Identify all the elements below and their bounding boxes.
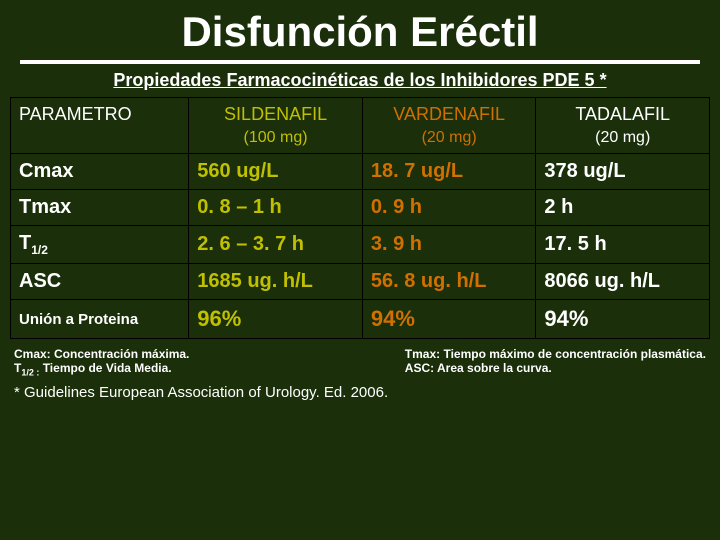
table-header-row: PARAMETRO SILDENAFIL (100 mg) VARDENAFIL… bbox=[11, 98, 710, 154]
header-param: PARAMETRO bbox=[11, 98, 189, 154]
cell: 18. 7 ug/L bbox=[362, 154, 536, 190]
cell: 8066 ug. h/L bbox=[536, 264, 710, 300]
row-label: Tmax bbox=[11, 190, 189, 226]
table-row: Cmax 560 ug/L 18. 7 ug/L 378 ug/L bbox=[11, 154, 710, 190]
header-col-3: TADALAFIL (20 mg) bbox=[536, 98, 710, 154]
row-label: Cmax bbox=[11, 154, 189, 190]
cell: 96% bbox=[189, 300, 363, 339]
row-label: ASC bbox=[11, 264, 189, 300]
row-label-sub: 1/2 bbox=[31, 243, 48, 257]
cell: 2 h bbox=[536, 190, 710, 226]
header-col-2-name: VARDENAFIL bbox=[393, 104, 505, 124]
cell: 560 ug/L bbox=[189, 154, 363, 190]
page-title: Disfunción Eréctil bbox=[0, 0, 720, 60]
cell: 2. 6 – 3. 7 h bbox=[189, 226, 363, 264]
header-col-2-dose: (20 mg) bbox=[422, 129, 477, 146]
header-col-3-name: TADALAFIL bbox=[575, 104, 670, 124]
cell: 378 ug/L bbox=[536, 154, 710, 190]
legend-tmax: Tmax: Tiempo máximo de concentración pla… bbox=[405, 347, 706, 361]
cell: 94% bbox=[536, 300, 710, 339]
title-rule bbox=[20, 60, 700, 64]
legend-right: Tmax: Tiempo máximo de concentración pla… bbox=[405, 347, 706, 377]
legend-asc: ASC: Area sobre la curva. bbox=[405, 361, 706, 375]
cell: 56. 8 ug. h/L bbox=[362, 264, 536, 300]
header-col-3-dose: (20 mg) bbox=[595, 129, 650, 146]
header-col-1-dose: (100 mg) bbox=[244, 129, 308, 146]
legend-thalf-sub: 1/2 : bbox=[21, 368, 39, 378]
subtitle: Propiedades Farmacocinéticas de los Inhi… bbox=[0, 70, 720, 91]
table-row: Tmax 0. 8 – 1 h 0. 9 h 2 h bbox=[11, 190, 710, 226]
legend-thalf: T1/2 : Tiempo de Vida Media. bbox=[14, 361, 189, 377]
legend-left: Cmax: Concentración máxima. T1/2 : Tiemp… bbox=[14, 347, 189, 377]
cell: 94% bbox=[362, 300, 536, 339]
cell: 0. 8 – 1 h bbox=[189, 190, 363, 226]
pk-table: PARAMETRO SILDENAFIL (100 mg) VARDENAFIL… bbox=[10, 97, 710, 339]
header-col-1-name: SILDENAFIL bbox=[224, 104, 327, 124]
table-row: Unión a Proteina 96% 94% 94% bbox=[11, 300, 710, 339]
footnote: * Guidelines European Association of Uro… bbox=[14, 384, 706, 401]
row-label: Unión a Proteina bbox=[11, 300, 189, 339]
cell: 17. 5 h bbox=[536, 226, 710, 264]
legend-thalf-post: Tiempo de Vida Media. bbox=[39, 361, 171, 375]
cell: 3. 9 h bbox=[362, 226, 536, 264]
header-col-2: VARDENAFIL (20 mg) bbox=[362, 98, 536, 154]
legend-cmax: Cmax: Concentración máxima. bbox=[14, 347, 189, 361]
legend: Cmax: Concentración máxima. T1/2 : Tiemp… bbox=[14, 347, 706, 377]
table-row: ASC 1685 ug. h/L 56. 8 ug. h/L 8066 ug. … bbox=[11, 264, 710, 300]
table-row: T1/2 2. 6 – 3. 7 h 3. 9 h 17. 5 h bbox=[11, 226, 710, 264]
row-label: T1/2 bbox=[11, 226, 189, 264]
header-col-1: SILDENAFIL (100 mg) bbox=[189, 98, 363, 154]
cell: 1685 ug. h/L bbox=[189, 264, 363, 300]
cell: 0. 9 h bbox=[362, 190, 536, 226]
